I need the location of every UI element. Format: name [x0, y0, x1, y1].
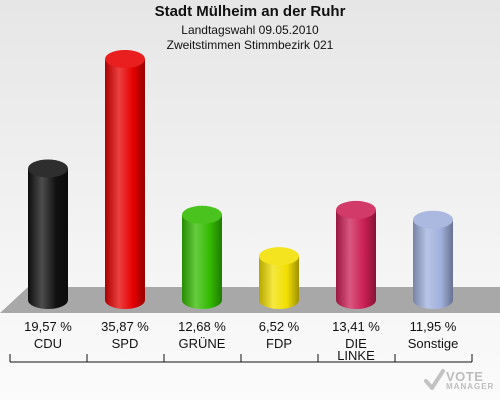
bar-top-gr-ne [182, 205, 222, 224]
bar-spd [105, 58, 145, 310]
bar-top-fdp [259, 247, 299, 266]
vote-manager-logo: VOTE MANAGER [424, 368, 498, 398]
value-label-spd: 35,87 % [101, 319, 149, 334]
checkmark-icon [424, 369, 445, 390]
bars-layer [28, 49, 453, 310]
logo-text-manager: MANAGER [446, 382, 495, 391]
bar-fdp [259, 256, 299, 309]
labels-layer: 19,57 % CDU 35,87 % SPD 12,68 % GRÜNE 6,52 % FD… [9, 319, 473, 363]
bar-top-spd [105, 49, 145, 68]
category-label-spd: SPD [112, 336, 139, 351]
bar-gr-ne [182, 214, 222, 309]
chart-subtitle-district: Zweitstimmen Stimmbezirk 021 [166, 38, 334, 52]
bar-cdu [28, 168, 68, 309]
value-label-gr-ne: 12,68 % [178, 319, 226, 334]
category-label-gr-ne: GRÜNE [179, 336, 226, 351]
category-label-sonstige: Sonstige [408, 336, 459, 351]
category-label-cdu: CDU [34, 336, 62, 351]
bar-top-cdu [28, 159, 68, 178]
value-label-fdp: 6,52 % [259, 319, 300, 334]
bar-sonstige [413, 219, 453, 309]
chart-title: Stadt Mülheim an der Ruhr [154, 3, 346, 20]
chart-subtitle-election: Landtagswahl 09.05.2010 [181, 23, 319, 37]
bar-top-die-linke [336, 200, 376, 219]
bar-top-sonstige [413, 210, 453, 229]
value-label-sonstige: 11,95 % [410, 319, 457, 334]
logo-text-vote: VOTE [446, 369, 484, 384]
bar-die-linke [336, 209, 376, 309]
value-label-cdu: 19,57 % [24, 319, 72, 334]
value-label-die-linke: 13,41 % [332, 319, 380, 334]
category-label-fdp: FDP [266, 336, 292, 351]
category-label-die-linke: DIE LINKE [337, 336, 375, 363]
